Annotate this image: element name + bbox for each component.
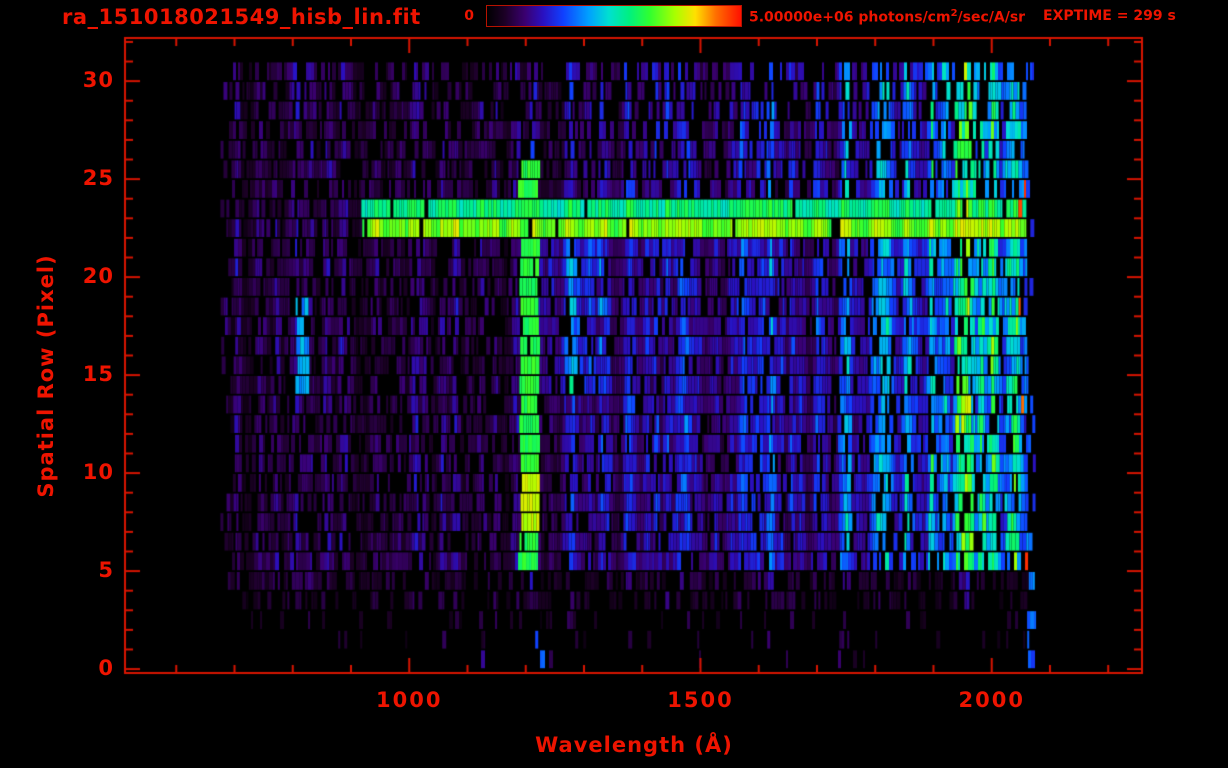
colorbar	[486, 5, 742, 27]
y-tick-label: 25	[82, 166, 114, 191]
y-tick-label: 0	[98, 656, 114, 681]
colorbar-units-superscript: 2	[950, 8, 958, 19]
x-tick-label: 2000	[958, 688, 1025, 712]
x-tick-label: 1000	[376, 688, 443, 712]
x-axis-title: Wavelength (Å)	[535, 733, 733, 757]
colorbar-max-label: 5.00000e+06 photons/cm2/sec/A/sr	[749, 8, 1025, 26]
colorbar-units-rest: /sec/A/sr	[957, 9, 1026, 26]
y-tick-label: 15	[82, 362, 114, 387]
colorbar-max-value: 5.00000e+06 photons/cm	[749, 9, 951, 26]
exptime-label: EXPTIME = 299 s	[1043, 8, 1176, 24]
colorbar-gradient	[487, 6, 741, 26]
colorbar-min-label: 0	[464, 8, 474, 24]
plot-title: ra_151018021549_hisb_lin.fit	[62, 5, 421, 29]
y-tick-label: 5	[98, 558, 114, 583]
x-tick-label: 1500	[667, 688, 734, 712]
y-tick-label: 20	[82, 264, 114, 289]
y-tick-label: 30	[82, 68, 114, 93]
y-tick-label: 10	[82, 460, 114, 485]
